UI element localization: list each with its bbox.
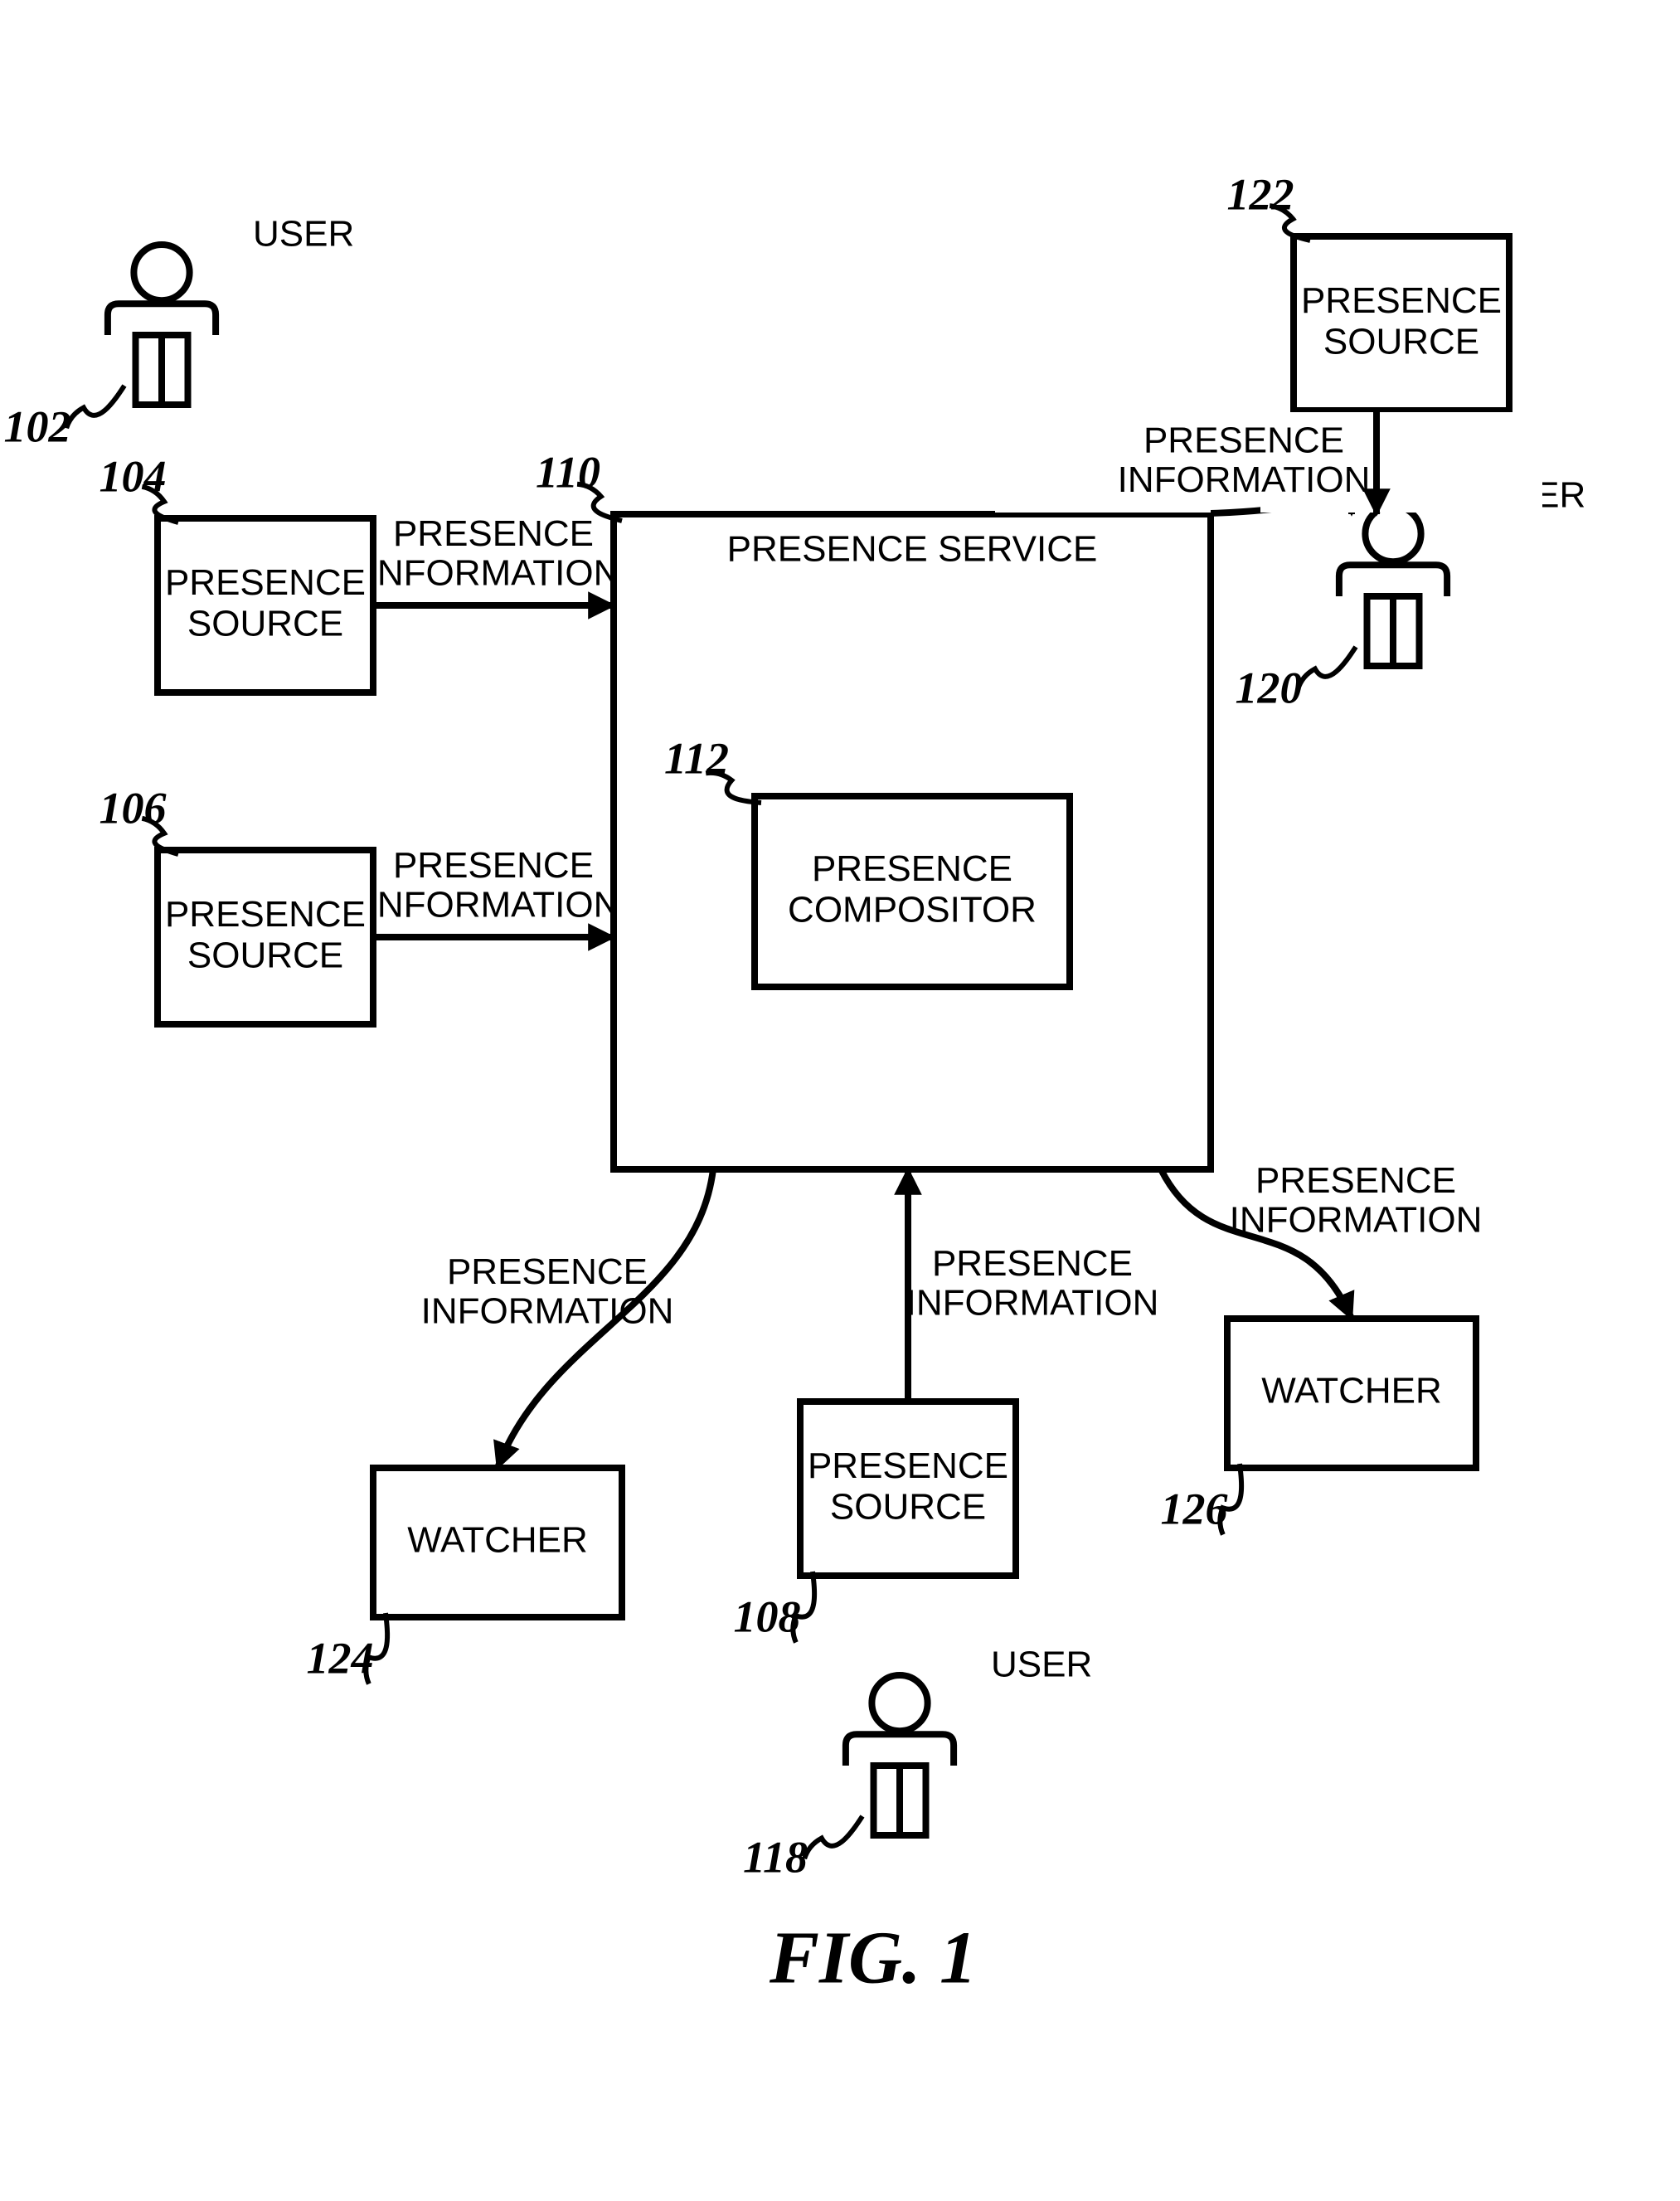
edge-label: PRESENCE bbox=[393, 513, 594, 554]
edge-label: INFORMATION bbox=[367, 552, 620, 593]
callout bbox=[66, 386, 124, 428]
callout bbox=[804, 1816, 862, 1858]
user-icon bbox=[846, 1675, 954, 1835]
edge-label: PRESENCE bbox=[1143, 420, 1344, 460]
node-label: SOURCE bbox=[830, 1486, 986, 1527]
edge-label: INFORMATION bbox=[906, 1282, 1159, 1323]
node-label: PRESENCE bbox=[808, 1445, 1008, 1486]
node-label: PRESENCE bbox=[1301, 280, 1502, 321]
edge-label: INFORMATION bbox=[1118, 459, 1371, 500]
ref-number: 118 bbox=[743, 1832, 808, 1882]
ref-number: 124 bbox=[307, 1633, 374, 1683]
node-label: SOURCE bbox=[1323, 321, 1479, 362]
node-label: PRESENCE bbox=[165, 562, 366, 603]
edge-label: PRESENCE bbox=[932, 1243, 1133, 1284]
edge-label: PRESENCE bbox=[393, 845, 594, 886]
node-label: SOURCE bbox=[187, 603, 343, 644]
user-icon bbox=[1339, 506, 1447, 666]
user-label: USER bbox=[253, 214, 354, 255]
ref-number: 126 bbox=[1161, 1484, 1228, 1533]
edge-label: INFORMATION bbox=[367, 884, 620, 925]
node-label: SOURCE bbox=[187, 935, 343, 975]
ref-number: 108 bbox=[734, 1591, 801, 1641]
node-label: PRESENCE bbox=[812, 848, 1012, 889]
edge-label: INFORMATION bbox=[1230, 1199, 1483, 1240]
node-label: PRESENCE SERVICE bbox=[727, 529, 1098, 570]
node-label: COMPOSITOR bbox=[788, 889, 1037, 930]
node-label: WATCHER bbox=[407, 1520, 588, 1561]
edge-label: PRESENCE bbox=[1255, 1160, 1456, 1201]
ref-number: 120 bbox=[1236, 663, 1303, 712]
edge-label: INFORMATION bbox=[421, 1290, 674, 1331]
node-label: WATCHER bbox=[1261, 1371, 1442, 1411]
callout bbox=[1298, 647, 1356, 689]
edge-label: PRESENCE bbox=[447, 1251, 648, 1292]
node-label: PRESENCE bbox=[165, 894, 366, 935]
figure-label: FIG. 1 bbox=[769, 1917, 977, 1999]
ref-number: 102 bbox=[4, 401, 71, 451]
user-icon bbox=[108, 245, 216, 405]
user-label: USER bbox=[991, 1645, 1092, 1685]
